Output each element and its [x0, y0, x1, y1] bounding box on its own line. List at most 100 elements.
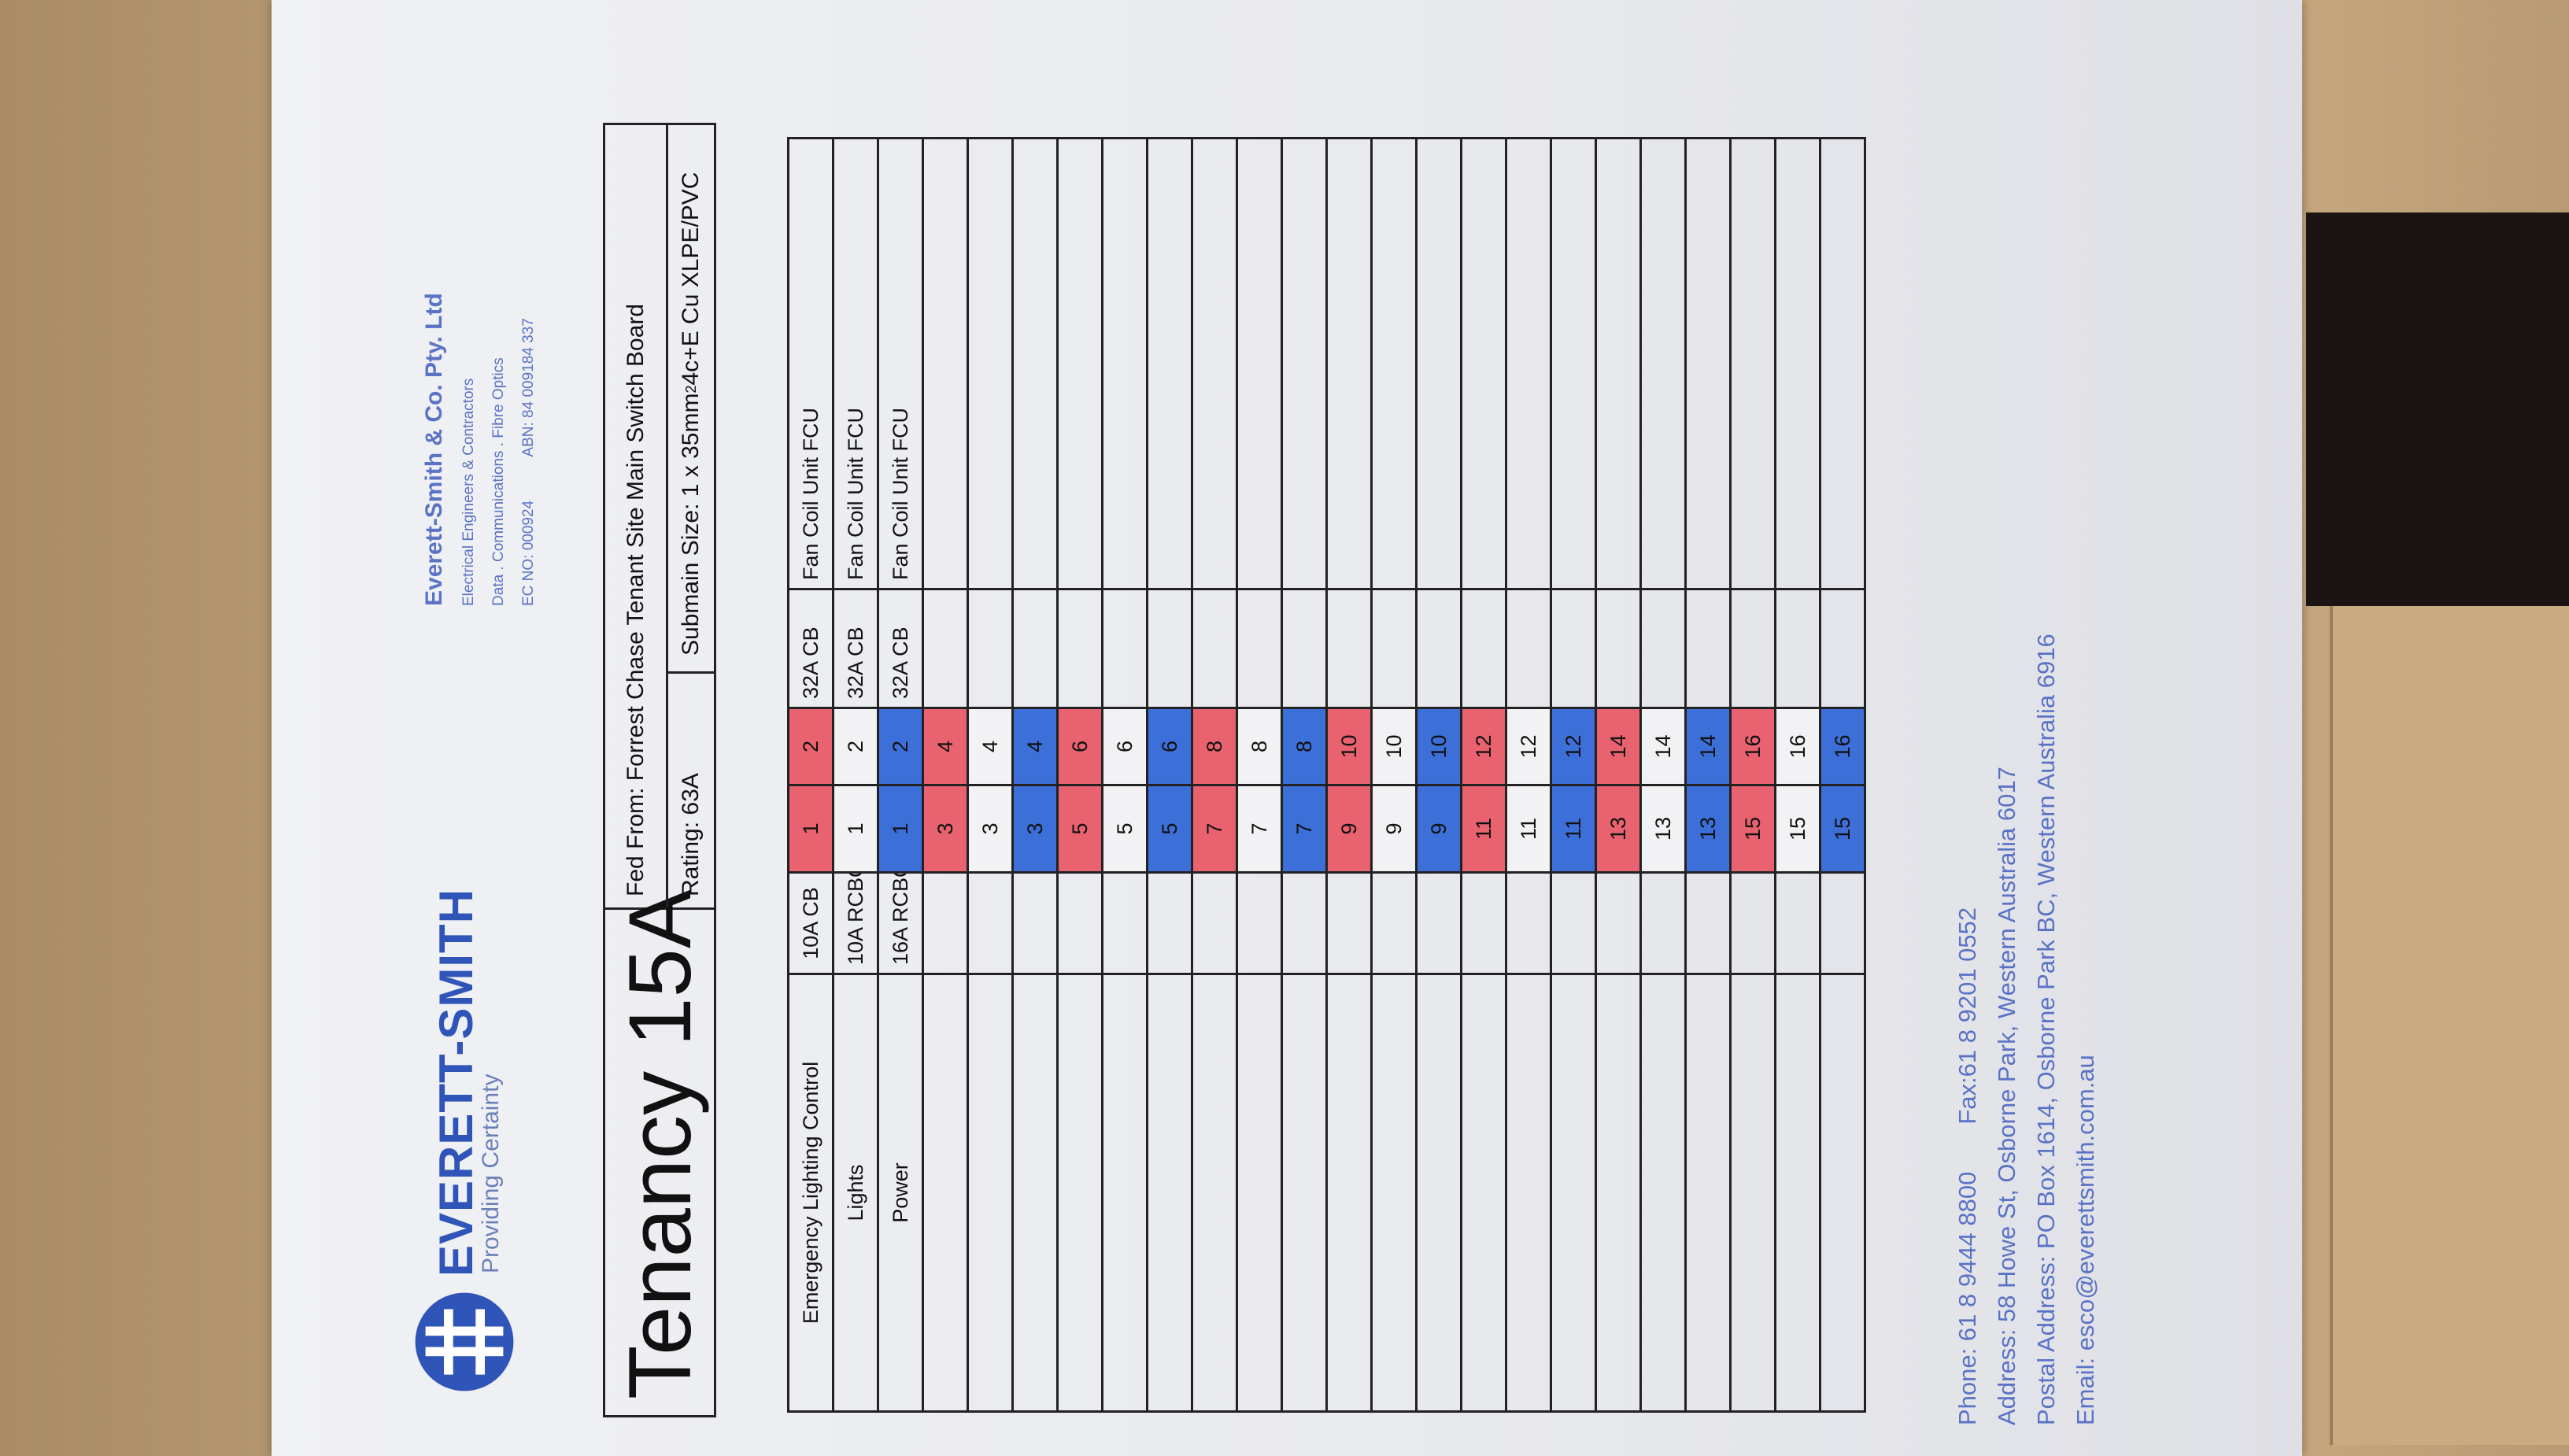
circuit-description	[1281, 974, 1327, 1412]
circuit-description	[1775, 974, 1820, 1412]
load-description	[1595, 138, 1641, 589]
load-description	[1147, 138, 1192, 589]
circuit-number-right: 10	[1416, 708, 1462, 785]
table-row: 9 10	[1371, 138, 1417, 1412]
circuit-number-right: 14	[1685, 708, 1731, 785]
load-description: Fan Coil Unit FCU	[833, 138, 878, 589]
load-description	[1685, 138, 1731, 589]
breaker-type	[1551, 589, 1596, 708]
circuit-number-right: 8	[1281, 708, 1327, 785]
breaker-type: 32A CB	[833, 589, 878, 708]
circuit-description	[1595, 974, 1641, 1412]
breaker-type	[1012, 589, 1058, 708]
es-logo-icon	[415, 1292, 514, 1391]
logo-wordmark: EVERETT-SMITH	[430, 888, 482, 1277]
table-row: 15 16	[1820, 138, 1865, 1412]
load-description	[1236, 138, 1282, 589]
breaker-rating	[1192, 872, 1237, 974]
circuit-description	[1192, 974, 1237, 1412]
circuit-number-left: 9	[1371, 785, 1417, 873]
table-row: 13 14	[1640, 138, 1686, 1412]
load-description	[1730, 138, 1776, 589]
circuit-number-left: 15	[1730, 785, 1776, 873]
load-description	[1192, 138, 1237, 589]
breaker-rating: 16A RCBO	[878, 872, 923, 974]
breaker-type	[1416, 589, 1462, 708]
breaker-rating	[1281, 872, 1327, 974]
circuit-number-right: 2	[878, 708, 923, 785]
circuit-number-right: 6	[1147, 708, 1192, 785]
load-description	[1371, 138, 1417, 589]
breaker-type: 32A CB	[788, 589, 834, 708]
circuit-description	[1506, 974, 1551, 1412]
breaker-rating	[1551, 872, 1596, 974]
circuit-description: Lights	[833, 974, 878, 1412]
breaker-rating	[1595, 872, 1641, 974]
breaker-rating	[1416, 872, 1462, 974]
table-row: 11 12	[1506, 138, 1551, 1412]
breaker-rating	[1685, 872, 1731, 974]
circuit-description	[1416, 974, 1462, 1412]
circuit-number-right: 4	[967, 708, 1013, 785]
load-description: Fan Coil Unit FCU	[878, 138, 923, 589]
load-description: Fan Coil Unit FCU	[788, 138, 834, 589]
circuit-number-left: 7	[1192, 785, 1237, 873]
circuit-description	[1326, 974, 1372, 1412]
circuit-number-right: 8	[1192, 708, 1237, 785]
table-row: 9 10	[1416, 138, 1462, 1412]
circuit-number-right: 14	[1595, 708, 1641, 785]
submain-sup: 2	[682, 385, 699, 394]
fed-from: Fed From: Forrest Chase Tenant Site Main…	[605, 125, 668, 907]
circuit-number-right: 6	[1102, 708, 1148, 785]
background-shadow-gap	[2306, 212, 2569, 606]
circuit-number-right: 6	[1057, 708, 1103, 785]
circuit-description	[1551, 974, 1596, 1412]
circuit-number-left: 15	[1820, 785, 1865, 873]
company-line-2: Data . Communications . Fibre Optics	[490, 357, 507, 606]
breaker-rating	[1326, 872, 1372, 974]
breaker-type	[1102, 589, 1148, 708]
circuit-description: Emergency Lighting Control	[788, 974, 834, 1412]
breaker-type	[1371, 589, 1417, 708]
breaker-rating	[967, 872, 1013, 974]
circuit-number-left: 13	[1640, 785, 1686, 873]
circuit-number-right: 16	[1730, 708, 1776, 785]
breaker-rating	[1506, 872, 1551, 974]
breaker-type	[1192, 589, 1237, 708]
table-row: 11 12	[1551, 138, 1596, 1412]
breaker-rating: 10A RCBO	[833, 872, 878, 974]
circuit-description	[1147, 974, 1192, 1412]
breaker-rating	[1102, 872, 1148, 974]
load-description	[1416, 138, 1462, 589]
circuit-number-right: 2	[833, 708, 878, 785]
breaker-rating	[1371, 872, 1417, 974]
breaker-rating	[1775, 872, 1820, 974]
circuit-description	[1640, 974, 1686, 1412]
breaker-type	[922, 589, 968, 708]
circuit-number-left: 1	[788, 785, 834, 873]
circuit-number-right: 10	[1371, 708, 1417, 785]
circuit-number-left: 11	[1506, 785, 1551, 873]
table-row: Power 16A RCBO 1 2 32A CB Fan Coil Unit FCU	[878, 138, 923, 1412]
circuit-number-left: 7	[1281, 785, 1327, 873]
breaker-rating	[1730, 872, 1776, 974]
circuit-description	[1461, 974, 1506, 1412]
circuit-description	[1236, 974, 1282, 1412]
logo-tagline: Providing Certainty	[478, 1074, 504, 1273]
circuit-number-left: 3	[967, 785, 1013, 873]
circuit-number-right: 4	[922, 708, 968, 785]
submain-suffix: 4c+E Cu XLPE/PVC	[678, 172, 704, 386]
circuit-number-right: 10	[1326, 708, 1372, 785]
breaker-rating	[1147, 872, 1192, 974]
postal-address: Postal Address: PO Box 1614, Osborne Par…	[2032, 634, 2060, 1425]
table-row: Lights 10A RCBO 1 2 32A CB Fan Coil Unit FCU	[833, 138, 878, 1412]
circuit-number-left: 11	[1461, 785, 1506, 873]
breaker-type	[1461, 589, 1506, 708]
circuit-number-right: 4	[1012, 708, 1058, 785]
contact-footer: Phone: 61 8 9444 8800Fax:61 8 9201 0552 …	[1948, 634, 2105, 1425]
